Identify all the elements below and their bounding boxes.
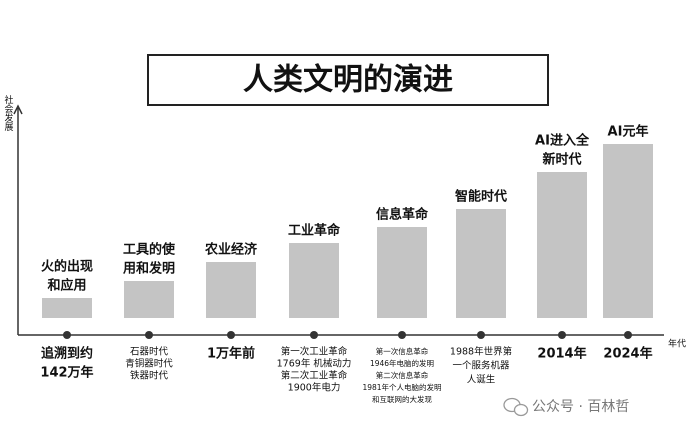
stage-bar — [206, 262, 256, 318]
stage-time: 石器时代 — [130, 346, 169, 358]
title: 人类文明的演进 — [243, 63, 453, 98]
timeline-dot — [477, 331, 485, 339]
x-axis-label: 年代 — [668, 338, 686, 350]
stage-time: 第一次工业革命 — [281, 346, 348, 358]
stage-label: 智能时代 — [455, 189, 507, 205]
stage-label: 工具的使 — [123, 242, 176, 258]
stage-time: 和互联网的大发现 — [372, 394, 432, 404]
timeline-dot — [227, 331, 235, 339]
watermark-icon — [503, 397, 529, 417]
stage-bar — [377, 227, 427, 318]
watermark: 公众号 · 百林哲 — [532, 399, 629, 415]
stage-bar — [603, 144, 653, 318]
stage-time: 第一次信息革命 — [376, 346, 429, 356]
stage-time: 追溯到约 — [41, 346, 93, 362]
stage-label: AI进入全 — [535, 133, 590, 149]
stage-time: 2014年 — [537, 346, 586, 362]
stage-time: 第二次信息革命 — [376, 370, 429, 380]
stage-time: 青铜器时代 — [125, 358, 173, 370]
stage-time: 1946年电脑的发明 — [370, 358, 434, 368]
stage-bar — [42, 298, 92, 318]
stage-bar — [456, 209, 506, 318]
timeline-dot — [310, 331, 318, 339]
timeline-dot — [558, 331, 566, 339]
stage-label: 信息革命 — [376, 207, 429, 223]
y-axis-arrow — [13, 104, 23, 115]
stage-time: 人诞生 — [467, 374, 496, 386]
timeline-dot — [624, 331, 632, 339]
timeline-dot — [63, 331, 71, 339]
stage-time: 1900年电力 — [288, 382, 341, 394]
stage-bar — [124, 281, 174, 318]
stage-time: 第二次工业革命 — [281, 370, 348, 382]
stage-time: 1769年 机械动力 — [277, 358, 352, 370]
stage-time: 铁器时代 — [130, 370, 169, 382]
stage-label: 和应用 — [47, 278, 86, 294]
stage-time: 1万年前 — [207, 346, 255, 362]
timeline-dot — [398, 331, 406, 339]
stage-time: 1988年世界第 — [450, 346, 512, 358]
stage-label: 用和发明 — [122, 261, 175, 277]
stage-label: 工业革命 — [288, 223, 341, 239]
stage-label: AI元年 — [608, 124, 649, 140]
y-axis-label: 社会发展 — [3, 94, 14, 132]
stage-time: 1981年个人电脑的发明 — [362, 382, 441, 392]
stage-time: 2024年 — [603, 346, 652, 362]
title-box — [147, 54, 549, 106]
stage-time: 142万年 — [40, 365, 93, 381]
stage-label: 火的出现 — [41, 259, 93, 275]
stage-label: 农业经济 — [204, 242, 258, 258]
stage-time: 一个服务机器 — [452, 360, 510, 372]
timeline-dot — [145, 331, 153, 339]
stage-bar — [289, 243, 339, 318]
stage-label: 新时代 — [542, 152, 581, 168]
stage-bar — [537, 172, 587, 318]
